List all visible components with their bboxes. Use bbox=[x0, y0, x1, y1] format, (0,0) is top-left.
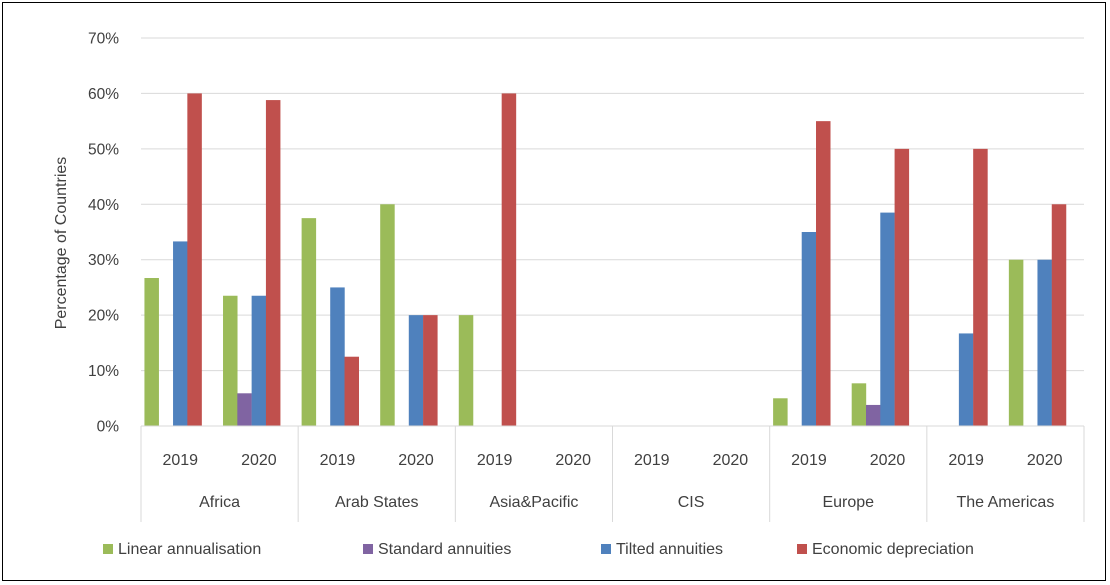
y-tick-label: 50% bbox=[88, 141, 119, 158]
x-group-label: CIS bbox=[678, 494, 705, 511]
x-tick-label: 2019 bbox=[162, 452, 198, 469]
gridlines bbox=[141, 37, 1084, 427]
bar bbox=[173, 241, 188, 426]
x-tick-label: 2019 bbox=[320, 452, 356, 469]
bar bbox=[816, 121, 831, 427]
bar bbox=[958, 333, 974, 426]
x-tick-label: 2019 bbox=[477, 452, 513, 469]
bar-chart: 0% 10% 20% 30% 40% 50% 60% 70% 2019 2020 2019 2020 2… bbox=[53, 31, 1085, 558]
legend-swatch bbox=[103, 544, 113, 554]
x-tick-label: 2020 bbox=[241, 452, 277, 469]
bar bbox=[801, 232, 817, 426]
bar bbox=[344, 356, 360, 426]
y-tick-label: 60% bbox=[88, 86, 119, 103]
bar bbox=[1037, 259, 1052, 426]
bar bbox=[223, 295, 238, 426]
y-tick-label: 0% bbox=[97, 419, 120, 436]
bar bbox=[380, 204, 395, 426]
legend-label: Tilted annuities bbox=[616, 541, 723, 558]
bar bbox=[458, 315, 474, 426]
x-tick-label: 2019 bbox=[634, 452, 670, 469]
legend-swatch bbox=[797, 544, 807, 554]
bar bbox=[865, 404, 881, 426]
legend-label: Standard annuities bbox=[378, 541, 511, 558]
axes: 0% 10% 20% 30% 40% 50% 60% 70% 2019 2020 2019 2020 2… bbox=[88, 31, 1085, 522]
x-group-label: Africa bbox=[199, 494, 240, 511]
bar bbox=[265, 100, 281, 426]
bar bbox=[501, 93, 517, 426]
y-tick-label: 30% bbox=[88, 252, 119, 269]
bar bbox=[973, 148, 988, 426]
bar bbox=[1008, 259, 1024, 426]
bar bbox=[301, 218, 317, 426]
bar bbox=[144, 278, 159, 426]
legend-swatch bbox=[601, 544, 611, 554]
bar bbox=[851, 383, 867, 426]
x-tick-label: 2020 bbox=[713, 452, 749, 469]
bar bbox=[1051, 204, 1067, 426]
bar bbox=[423, 315, 438, 426]
x-tick-label: 2020 bbox=[555, 452, 591, 469]
legend-label: Economic depreciation bbox=[812, 541, 974, 558]
y-tick-label: 40% bbox=[88, 197, 119, 214]
x-tick-label: 2019 bbox=[791, 452, 827, 469]
x-tick-label: 2020 bbox=[1027, 452, 1063, 469]
y-axis-label: Percentage of Countries bbox=[53, 157, 70, 330]
bar bbox=[187, 93, 202, 426]
legend-swatch bbox=[363, 544, 373, 554]
bars bbox=[144, 93, 1067, 427]
x-tick-label: 2019 bbox=[948, 452, 984, 469]
y-tick-label: 70% bbox=[88, 31, 119, 48]
y-tick-label: 10% bbox=[88, 363, 119, 380]
bar bbox=[237, 393, 252, 426]
x-group-label: Asia&Pacific bbox=[489, 494, 578, 511]
x-group-label: Europe bbox=[822, 494, 874, 511]
x-group-label: The Americas bbox=[957, 494, 1055, 511]
bar bbox=[330, 287, 345, 426]
bar bbox=[251, 295, 267, 426]
x-tick-label: 2020 bbox=[870, 452, 906, 469]
x-group-label: Arab States bbox=[335, 494, 419, 511]
x-tick-label: 2020 bbox=[398, 452, 434, 469]
legend-label: Linear annualisation bbox=[118, 541, 261, 558]
legend: Linear annualisation Standard annuities Ti… bbox=[103, 541, 974, 558]
bar bbox=[894, 148, 910, 426]
y-tick-label: 20% bbox=[88, 308, 119, 325]
bar bbox=[880, 212, 895, 426]
bar bbox=[773, 398, 788, 426]
bar bbox=[408, 315, 424, 426]
